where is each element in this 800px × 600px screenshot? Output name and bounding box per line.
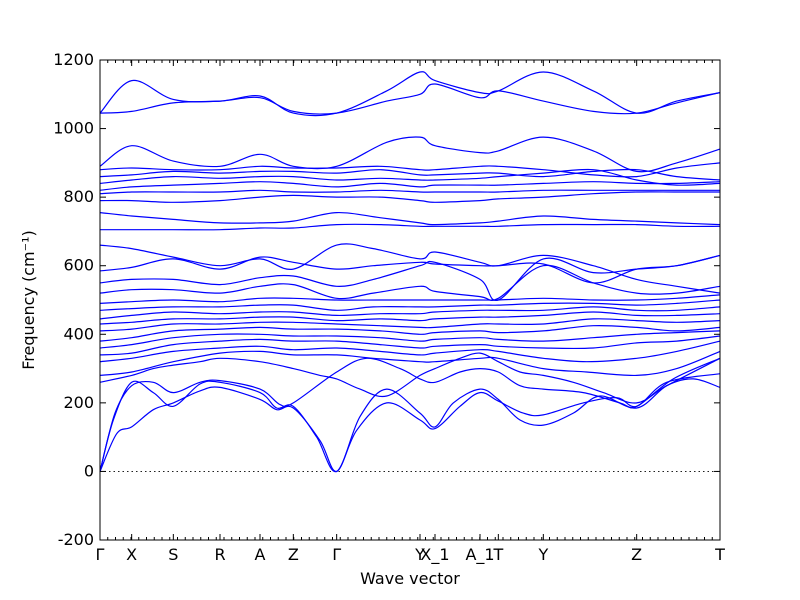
x-tick-label: T xyxy=(492,545,503,564)
band-line-22 xyxy=(99,189,720,195)
band-line-25 xyxy=(99,168,721,181)
band-line-2 xyxy=(99,373,721,472)
band-line-23 xyxy=(99,181,721,191)
band-line-13 xyxy=(99,299,721,311)
x-tick-label: Γ xyxy=(96,545,105,564)
band-line-26 xyxy=(99,162,721,178)
band-line-6 xyxy=(99,340,721,363)
band-line-24 xyxy=(99,168,721,186)
y-tick-label: 400 xyxy=(63,324,94,343)
x-tick-label: Y xyxy=(537,545,548,564)
x-tick-label: X xyxy=(126,545,137,564)
x-tick-label: Z xyxy=(288,545,299,564)
band-line-19 xyxy=(100,223,721,231)
band-line-5 xyxy=(99,350,721,377)
x-tick-label: T xyxy=(714,545,725,564)
band-line-8 xyxy=(99,330,721,349)
band-line-9 xyxy=(99,324,721,342)
band-line-3 xyxy=(99,357,721,472)
x-tick-label: A xyxy=(255,545,266,564)
plot-area xyxy=(99,71,721,473)
y-tick-label: 800 xyxy=(63,187,94,206)
band-line-7 xyxy=(99,335,721,356)
band-line-10 xyxy=(99,318,721,332)
band-line-4 xyxy=(99,352,721,404)
plot-frame xyxy=(99,59,721,541)
band-line-21 xyxy=(99,191,720,203)
band-line-12 xyxy=(99,306,721,320)
x-tick-label: A_1 xyxy=(465,545,494,565)
x-tick-label: Z xyxy=(631,545,642,564)
y-axis-title: Frequency (cm⁻¹) xyxy=(19,230,38,369)
y-tick-label: 1000 xyxy=(53,119,94,138)
y-tick-label: 600 xyxy=(63,256,94,275)
y-tick-label: 200 xyxy=(63,393,94,412)
y-tick-label: -200 xyxy=(58,530,94,549)
x-tick-label: R xyxy=(214,545,225,564)
band-line-20 xyxy=(99,211,721,226)
y-tick-label: 1200 xyxy=(53,50,94,69)
x-axis-title: Wave vector xyxy=(360,569,460,588)
band-line-18 xyxy=(99,243,721,294)
band-line-1 xyxy=(99,378,721,473)
x-tick-label: S xyxy=(168,545,178,564)
band-line-17 xyxy=(99,254,721,284)
band-line-14 xyxy=(99,294,721,304)
y-tick-label: 0 xyxy=(84,461,94,480)
band-line-28 xyxy=(99,71,721,117)
x-tick-label: Γ xyxy=(332,545,341,564)
band-line-29 xyxy=(99,83,721,115)
y-axis: -200 0 200 400 600 800 1000 1200 xyxy=(53,50,720,549)
x-tick-label: X_1 xyxy=(420,545,449,565)
band-line-11 xyxy=(99,311,721,325)
band-line-27 xyxy=(99,136,721,173)
band-line-15 xyxy=(99,264,721,301)
band-line-16 xyxy=(99,254,721,301)
x-tick-label: Y xyxy=(414,545,425,564)
